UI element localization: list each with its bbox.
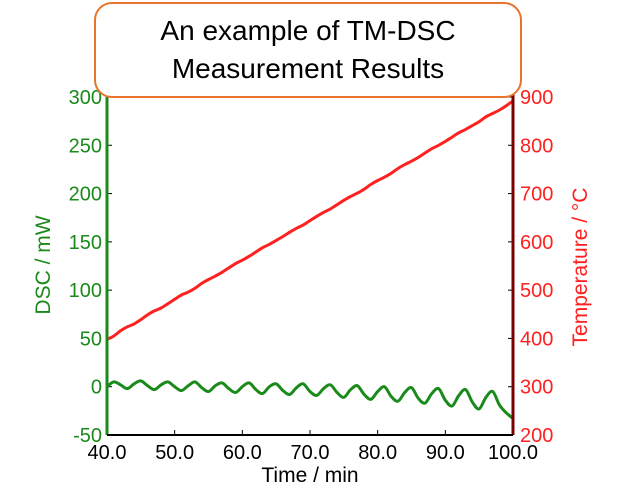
x-axis-ticks: 40.0 50.0 60.0 70.0 80.0 90.0 100.0 bbox=[88, 430, 538, 464]
chart-title-line-1: An example of TM-DSC bbox=[160, 15, 456, 46]
x-tick-label: 80.0 bbox=[358, 442, 397, 464]
x-tick-label: 100.0 bbox=[488, 442, 538, 464]
left-tick-label: 0 bbox=[91, 377, 102, 399]
right-tick-label: 300 bbox=[520, 377, 553, 399]
left-tick-label: 300 bbox=[69, 87, 102, 109]
y-axis-left-label: DSC / mW bbox=[32, 215, 55, 314]
right-tick-label: 400 bbox=[520, 328, 553, 350]
right-tick-label: 500 bbox=[520, 280, 553, 302]
right-tick-label: 800 bbox=[520, 135, 553, 157]
left-tick-label: 150 bbox=[69, 232, 102, 254]
left-tick-label: 200 bbox=[69, 184, 102, 206]
x-tick-label: 50.0 bbox=[155, 442, 194, 464]
right-tick-label: 200 bbox=[520, 425, 553, 447]
left-tick-label: 250 bbox=[69, 135, 102, 157]
right-tick-label: 700 bbox=[520, 184, 553, 206]
x-axis-label: Time / min bbox=[261, 464, 358, 484]
right-axis-ticks: 200 300 400 500 600 700 800 900 bbox=[508, 87, 553, 447]
chart-title-box: An example of TM-DSC Measurement Results bbox=[94, 2, 522, 98]
x-tick-label: 70.0 bbox=[291, 442, 330, 464]
dsc-series-line bbox=[106, 379, 515, 420]
x-tick-label: 60.0 bbox=[223, 442, 262, 464]
chart-title-line-2: Measurement Results bbox=[171, 53, 445, 84]
left-tick-label: -50 bbox=[73, 425, 102, 447]
x-tick-label: 90.0 bbox=[426, 442, 465, 464]
left-tick-label: 50 bbox=[80, 328, 102, 350]
right-tick-label: 900 bbox=[520, 87, 553, 109]
left-axis-ticks: -50 0 50 100 150 200 250 300 bbox=[69, 87, 112, 447]
right-tick-label: 600 bbox=[520, 232, 553, 254]
x-tick-label: 40.0 bbox=[88, 442, 127, 464]
y-axis-right-label: Temperature / °C bbox=[569, 188, 592, 347]
left-tick-label: 100 bbox=[69, 280, 102, 302]
temperature-series-line bbox=[106, 99, 514, 341]
